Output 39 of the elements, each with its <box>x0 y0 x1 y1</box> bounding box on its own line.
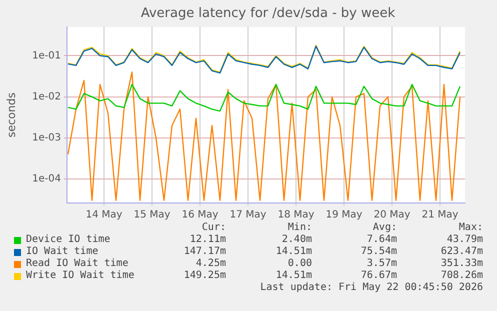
text: Min: <box>288 222 312 234</box>
text: 75.54m <box>360 246 397 258</box>
text: 14.51m <box>276 270 312 282</box>
chart-title: Average latency for /dev/sda - by week <box>140 6 396 21</box>
text: 43.79m <box>446 234 483 246</box>
x-tick-label: 15 May <box>134 210 170 221</box>
text: Avg: <box>372 222 397 234</box>
text: 351.33m <box>440 258 483 270</box>
y-axis-title: seconds <box>4 92 18 138</box>
text: 12.11m <box>190 234 226 246</box>
text: 0.00 <box>288 258 312 270</box>
text: 3.57m <box>366 258 397 270</box>
y-tick-label: 1e-03 <box>32 132 61 144</box>
legend-label: Write IO Wait time <box>26 270 134 282</box>
x-tick-label: 21 May <box>422 210 458 221</box>
text: 147.17m <box>184 246 226 258</box>
legend-label: IO Wait time <box>26 246 98 258</box>
text: 708.26m <box>440 270 483 282</box>
text: 2.40m <box>282 234 312 246</box>
text: Last update: Fri May 22 00:45:50 2026 <box>260 282 483 294</box>
text: 76.67m <box>360 270 397 282</box>
text: Cur: <box>202 222 226 234</box>
x-tick-label: 14 May <box>86 210 122 221</box>
text: 623.47m <box>440 246 483 258</box>
x-tick-label: 19 May <box>326 210 362 221</box>
text: 14.51m <box>276 246 312 258</box>
y-tick-label: 1e-01 <box>32 50 61 62</box>
text: 7.64m <box>366 234 397 246</box>
legend-label: Device IO time <box>26 234 110 246</box>
x-tick-label: 17 May <box>230 210 266 221</box>
x-tick-label: 18 May <box>278 210 314 221</box>
legend-label: Read IO Wait time <box>26 258 128 270</box>
y-tick-label: 1e-04 <box>32 174 61 185</box>
text: Max: <box>458 222 483 234</box>
x-tick-label: 20 May <box>374 210 410 221</box>
text: 149.25m <box>184 270 226 282</box>
x-tick-label: 16 May <box>182 210 218 221</box>
text: 4.25m <box>196 258 226 270</box>
y-tick-label: 1e-02 <box>32 91 61 102</box>
